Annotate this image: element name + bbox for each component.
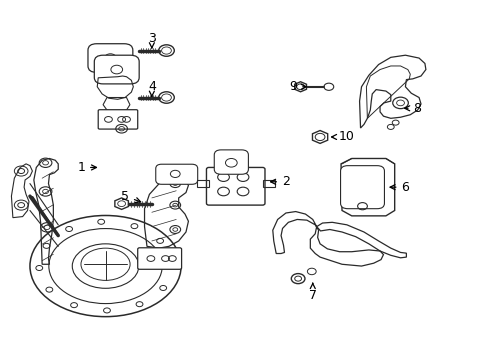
Text: 4: 4 [147, 80, 156, 96]
Text: 10: 10 [331, 130, 354, 144]
Text: 8: 8 [404, 102, 421, 115]
FancyBboxPatch shape [94, 55, 139, 84]
FancyBboxPatch shape [340, 166, 384, 209]
FancyBboxPatch shape [156, 164, 197, 184]
Text: 6: 6 [389, 181, 408, 194]
FancyBboxPatch shape [206, 167, 264, 205]
Text: 2: 2 [270, 175, 289, 188]
FancyBboxPatch shape [138, 248, 181, 269]
Text: 1: 1 [77, 161, 96, 174]
Text: 3: 3 [147, 32, 156, 48]
Text: 7: 7 [308, 283, 316, 302]
Text: 5: 5 [121, 190, 141, 203]
FancyBboxPatch shape [214, 150, 248, 174]
Text: 9: 9 [289, 80, 305, 93]
FancyBboxPatch shape [88, 44, 133, 72]
FancyBboxPatch shape [98, 110, 138, 129]
